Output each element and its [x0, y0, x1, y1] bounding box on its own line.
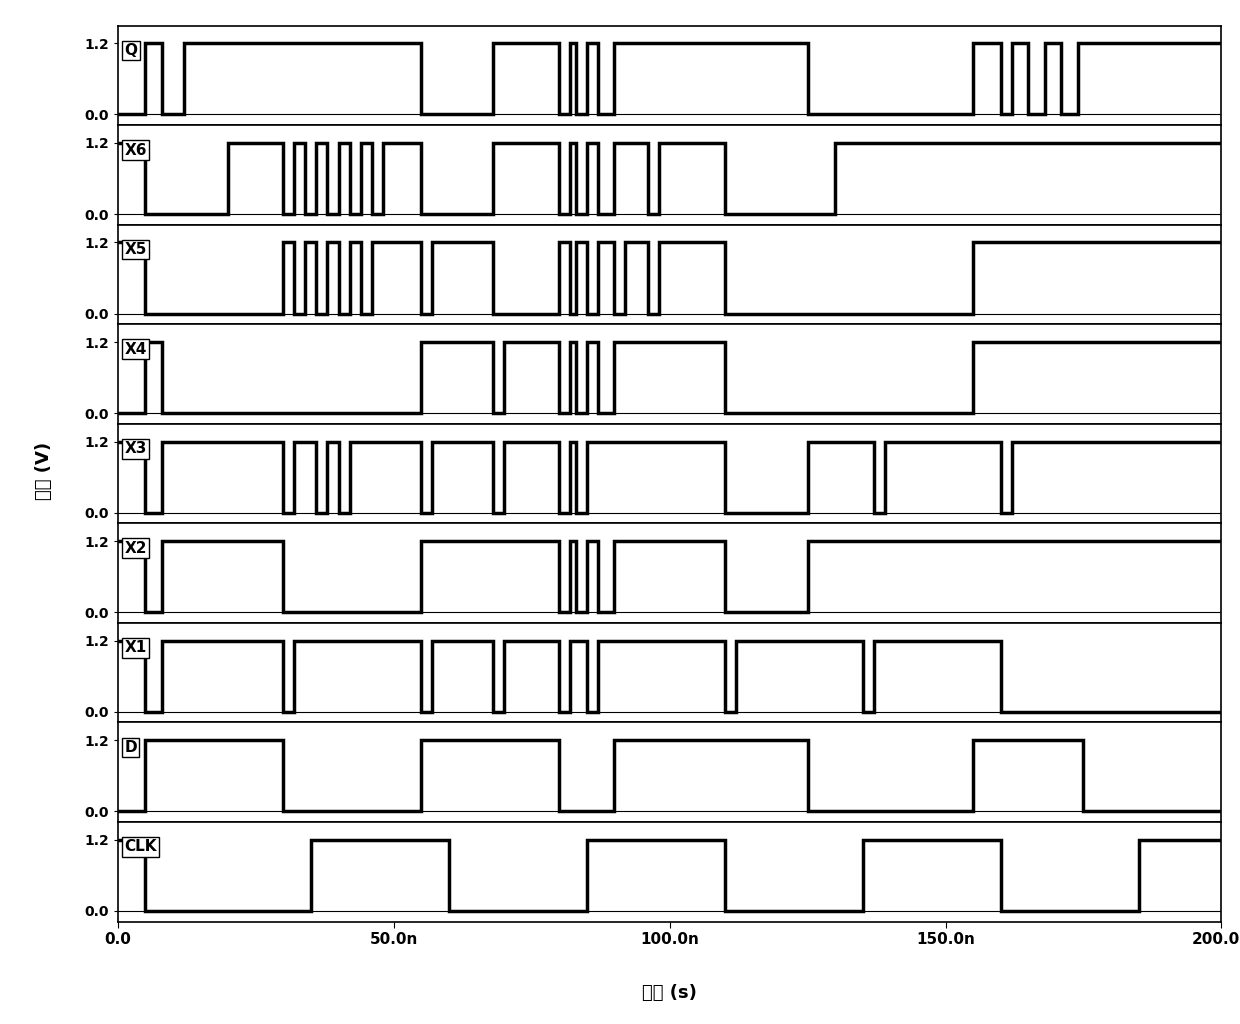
Text: Q: Q: [124, 43, 138, 58]
Text: X4: X4: [124, 342, 146, 356]
Text: 时间 (s): 时间 (s): [642, 984, 697, 1002]
Text: X3: X3: [124, 441, 146, 457]
Text: X6: X6: [124, 142, 146, 158]
Text: X2: X2: [124, 541, 146, 556]
Text: D: D: [124, 740, 138, 755]
Text: CLK: CLK: [124, 840, 157, 854]
Text: 电压 (V): 电压 (V): [35, 442, 53, 500]
Text: X5: X5: [124, 242, 146, 257]
Text: X1: X1: [124, 640, 146, 655]
